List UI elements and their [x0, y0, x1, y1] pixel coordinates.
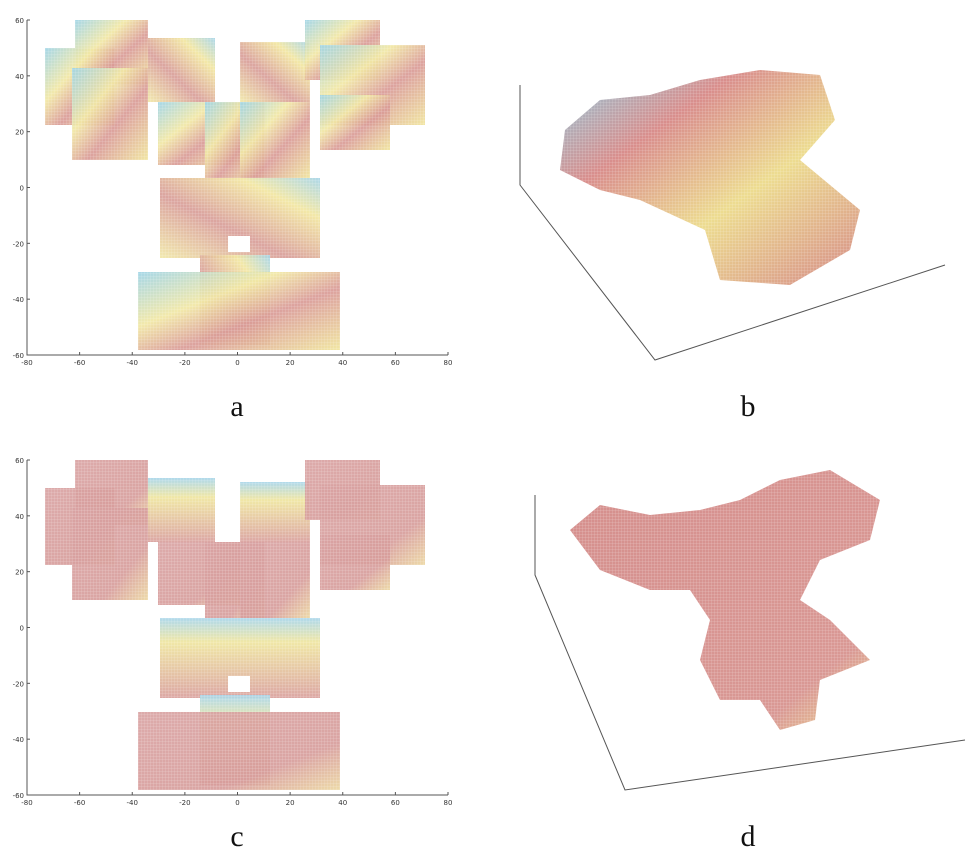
y-tick-label: -40: [13, 736, 24, 744]
y-tick-label: 20: [15, 129, 24, 137]
patch-mesh: [320, 535, 390, 590]
x-tick-label: 40: [338, 799, 347, 807]
x-tick-label: -80: [21, 799, 32, 807]
y-tick-label: -20: [13, 680, 24, 688]
x-tick-label: 20: [286, 799, 295, 807]
hole: [228, 236, 250, 252]
patch-mesh: [320, 95, 390, 150]
x-tick-label: -40: [127, 359, 138, 367]
panel-label: d: [741, 820, 756, 852]
x-tick-label: 80: [444, 799, 453, 807]
panel-d: [534, 470, 966, 791]
x-tick-label: 60: [391, 359, 400, 367]
axis: [519, 85, 946, 361]
x-tick-label: -60: [74, 359, 85, 367]
y-tick-label: 20: [15, 569, 24, 577]
x-tick-label: 0: [235, 359, 239, 367]
y-tick-label: 0: [20, 185, 24, 193]
y-tick-label: -40: [13, 296, 24, 304]
x-tick-label: 20: [286, 359, 295, 367]
y-tick-label: 0: [20, 625, 24, 633]
y-tick-label: -60: [13, 792, 24, 800]
panel-b: [519, 70, 946, 361]
x-tick-label: 80: [444, 359, 453, 367]
y-tick-label: -60: [13, 352, 24, 360]
y-tick-label: 60: [15, 457, 24, 465]
x-tick-label: -80: [21, 359, 32, 367]
axis: [534, 495, 966, 791]
y-tick-label: 40: [15, 73, 24, 81]
y-tick-label: 60: [15, 17, 24, 25]
patch-mesh: [240, 542, 310, 618]
panel-label: a: [230, 390, 243, 423]
patch-mesh: [148, 478, 215, 542]
x-tick-label: 40: [338, 359, 347, 367]
patch-mesh: [72, 68, 148, 160]
surface-mesh: [570, 470, 880, 730]
x-tick-label: 0: [235, 799, 239, 807]
panel-label: b: [741, 390, 756, 423]
patch-mesh: [138, 712, 340, 790]
patch-mesh: [240, 482, 310, 542]
patch-mesh: [240, 42, 310, 102]
patch-mesh: [148, 38, 215, 102]
patch-mesh: [240, 102, 310, 178]
panel-label: c: [230, 820, 243, 852]
hole: [228, 676, 250, 692]
surface-mesh: [560, 70, 860, 285]
x-tick-label: -20: [179, 359, 190, 367]
y-tick-label: -20: [13, 240, 24, 248]
x-tick-label: 60: [391, 799, 400, 807]
y-tick-label: 40: [15, 513, 24, 521]
x-tick-label: -60: [74, 799, 85, 807]
x-tick-label: -40: [127, 799, 138, 807]
x-tick-label: -20: [179, 799, 190, 807]
patch-mesh: [72, 508, 148, 600]
patch-mesh: [138, 272, 340, 350]
